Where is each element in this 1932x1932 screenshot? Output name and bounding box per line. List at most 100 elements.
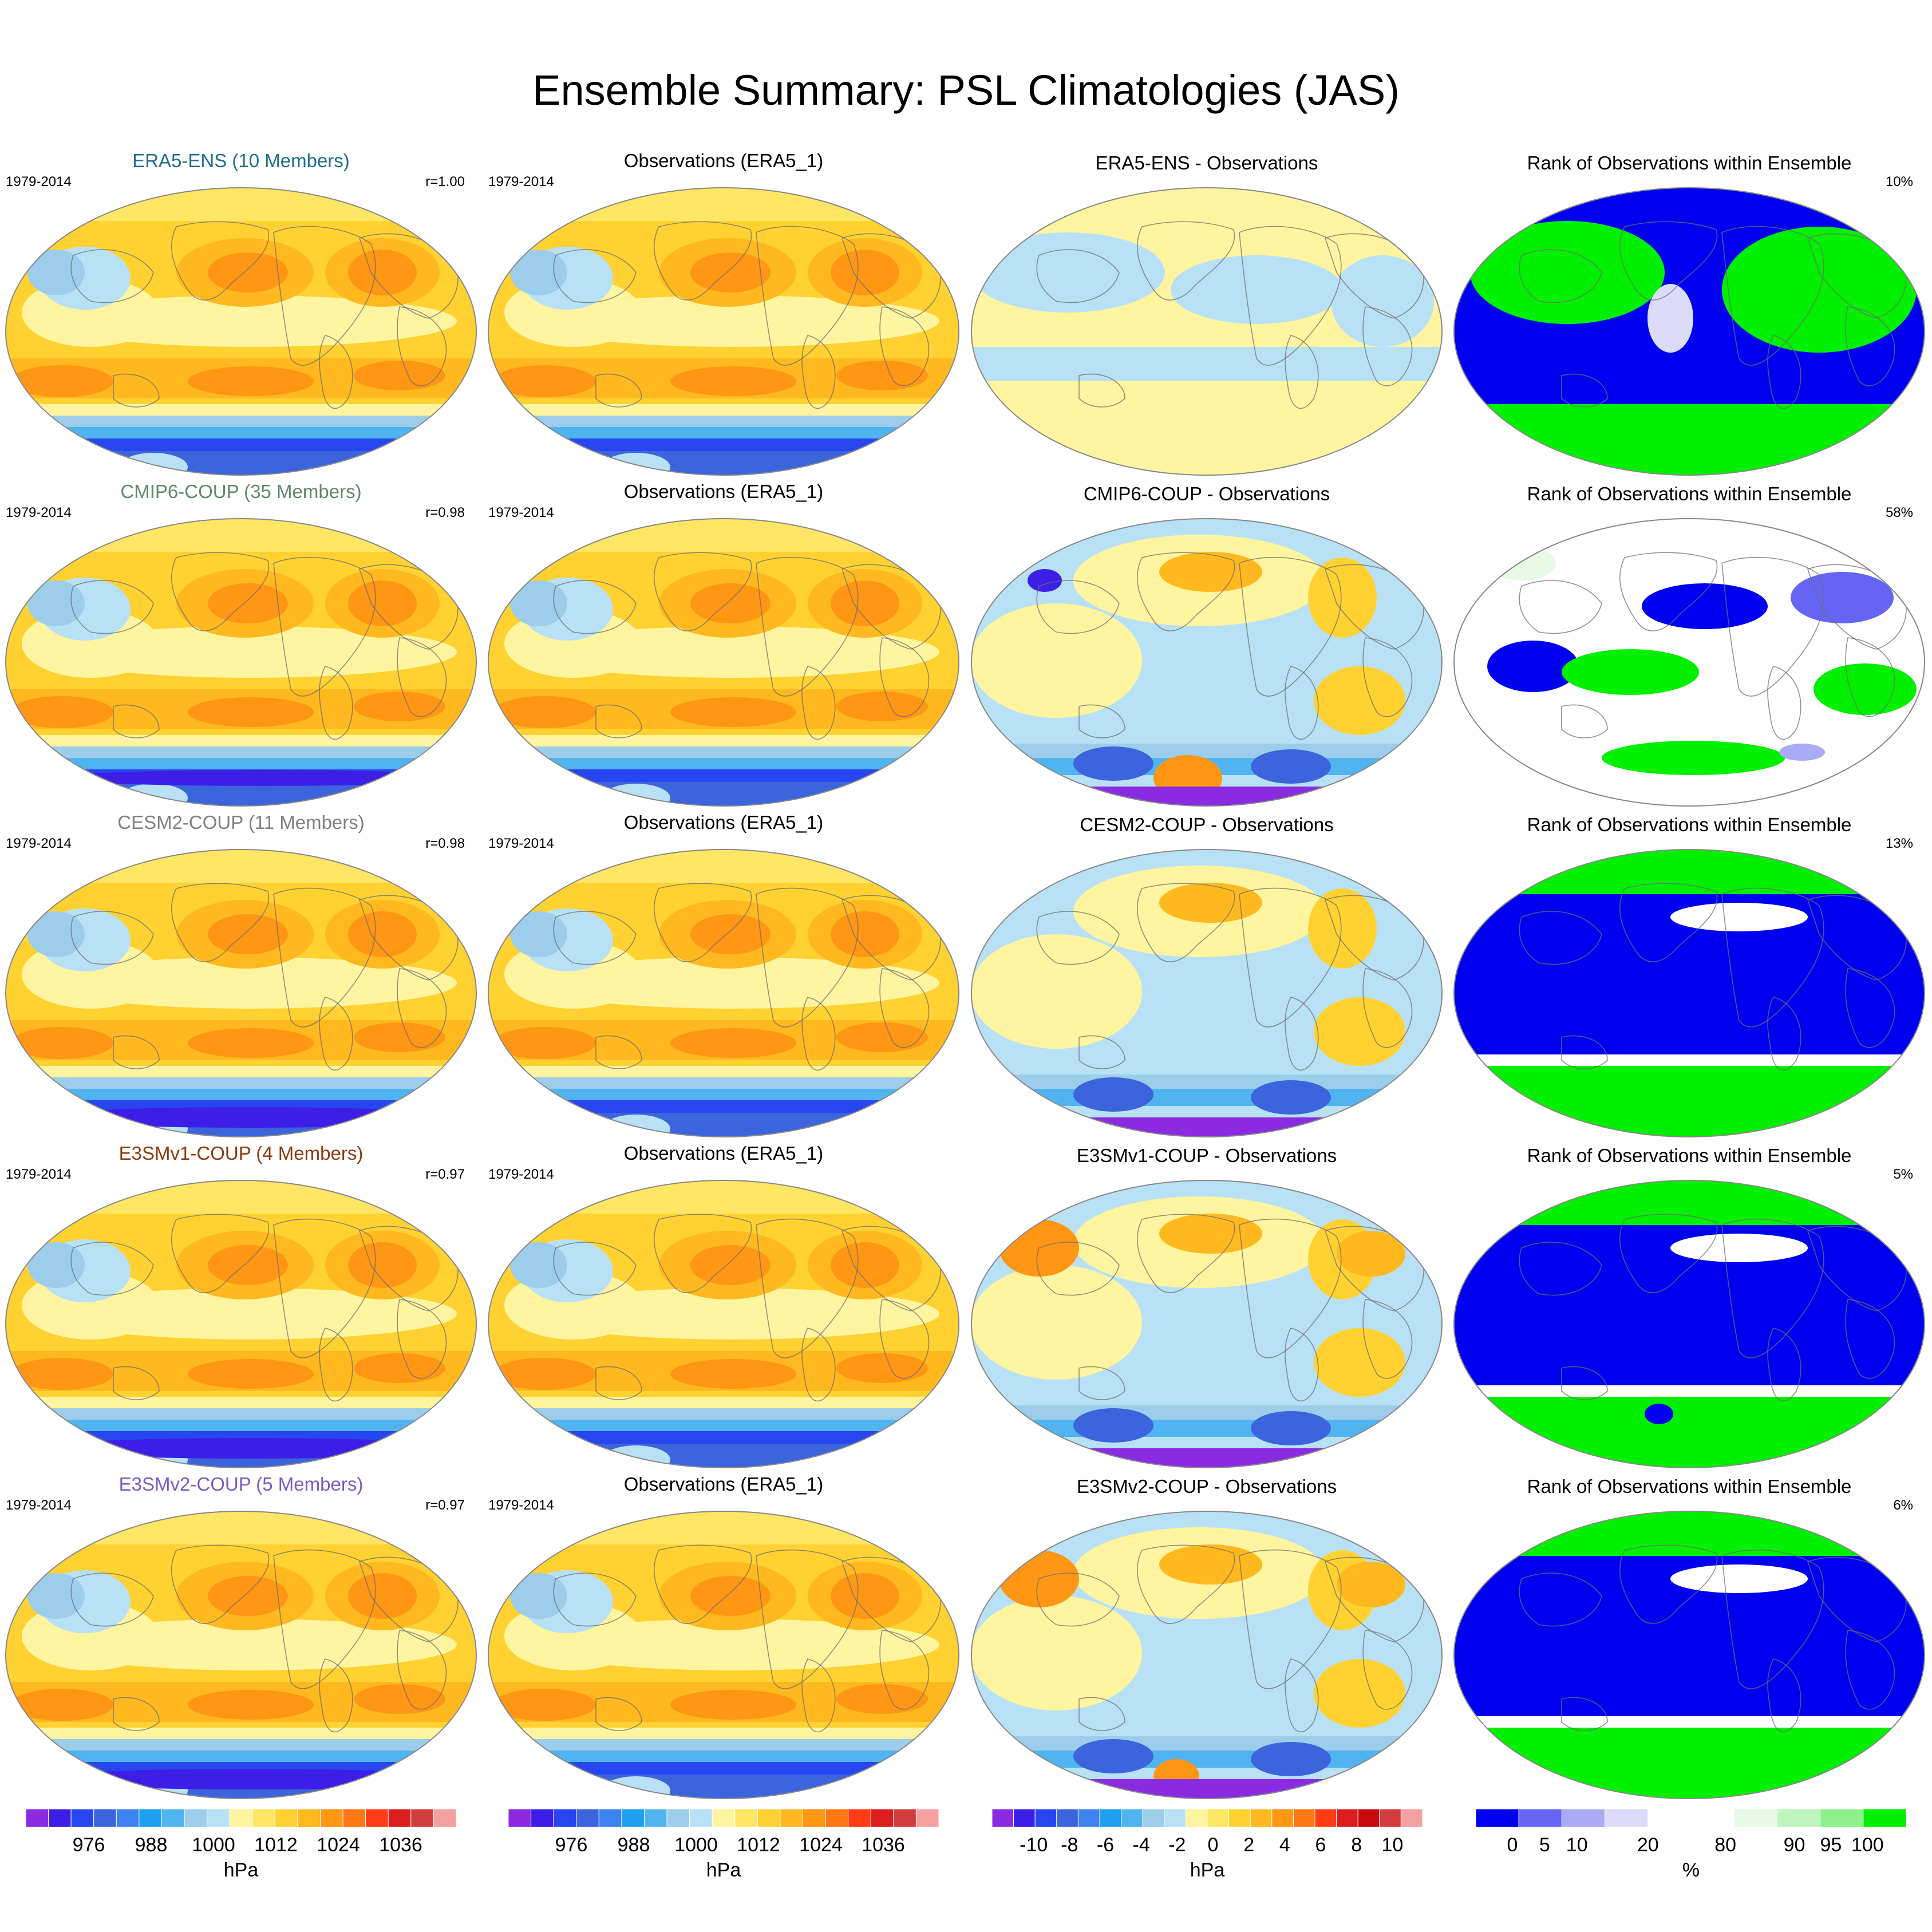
period-label: 1979-2014 <box>6 1498 72 1513</box>
rank-high-2 <box>1814 663 1917 715</box>
coastline-0 <box>171 552 270 631</box>
colorbar-swatch <box>643 1809 667 1828</box>
map-field <box>971 1511 1442 1799</box>
rank-percent: 5% <box>1893 1167 1913 1182</box>
field-so-3 <box>6 438 476 451</box>
colorbar-tick-label: 1012 <box>737 1834 780 1856</box>
coastline-6 <box>1561 1366 1608 1400</box>
field-natl-high-core <box>831 911 899 957</box>
coastline-2 <box>319 1327 353 1402</box>
colorbar-tick-label: 8 <box>1351 1834 1362 1856</box>
period-label: 1979-2014 <box>6 836 72 851</box>
coastline-6 <box>1078 1366 1125 1400</box>
field-indian-high <box>493 1689 596 1721</box>
field-indian-high <box>10 365 113 397</box>
colorbar-tick-label: 4 <box>1279 1834 1290 1856</box>
map-outline <box>1453 518 1925 807</box>
diff-so-1 <box>971 1736 1442 1751</box>
colorbar-unit: hPa <box>706 1859 741 1881</box>
colorbar-swatch <box>825 1809 849 1828</box>
coastline-6 <box>595 1697 642 1731</box>
colorbar-tick-label: 988 <box>618 1834 650 1856</box>
field-indian-high <box>10 1027 113 1059</box>
field-so-1 <box>488 1408 959 1420</box>
colorbar-swatch <box>1164 1809 1186 1828</box>
coastline-4 <box>397 637 447 717</box>
coastline-1 <box>1239 556 1342 697</box>
coastline-2 <box>1285 1658 1319 1733</box>
map-field <box>488 1511 959 1799</box>
field-spac-high <box>670 1690 796 1720</box>
field-arctic <box>6 519 476 552</box>
field-asia-low-core <box>27 911 85 957</box>
diff-eur-pos <box>1337 1562 1405 1607</box>
diff-neg-asia <box>971 232 1165 313</box>
field-eq-trough <box>45 957 457 1009</box>
coastline-1 <box>756 887 859 1028</box>
coastline-1 <box>1239 226 1342 366</box>
map-field <box>6 519 476 806</box>
field-satl-high <box>836 1022 928 1052</box>
map-field <box>488 188 959 475</box>
field-arctic <box>6 1511 476 1544</box>
field-so-2 <box>6 427 476 438</box>
coastline-4 <box>397 968 447 1048</box>
coastline-1 <box>273 887 376 1028</box>
coastline-3 <box>841 1556 941 1642</box>
field-npac-high-core <box>208 1245 288 1285</box>
map-field <box>1454 519 1925 806</box>
rank-mid <box>1647 284 1693 353</box>
colorbar-swatch <box>297 1809 321 1828</box>
colorbar-swatch <box>893 1809 916 1828</box>
field-natl-high-core <box>831 1573 899 1619</box>
colorbar-swatch <box>229 1809 253 1828</box>
colorbar-swatch <box>689 1809 713 1828</box>
diff-satl-pos <box>1314 997 1405 1066</box>
field-asia-low-core <box>27 1573 85 1619</box>
coastline-5 <box>1036 580 1120 634</box>
coastline-2 <box>319 1658 353 1733</box>
diff-so-2 <box>971 1751 1442 1768</box>
coastline-1 <box>273 1549 376 1689</box>
map-diff <box>971 1180 1443 1468</box>
field-so-3 <box>488 1431 959 1444</box>
rank-high-so <box>1454 404 1925 475</box>
map-panel-rank: Rank of Observations within Ensemble 6% <box>1448 1473 1930 1804</box>
coastline-0 <box>171 1214 270 1293</box>
model-title: ERA5-ENS (10 Members) <box>132 150 350 171</box>
coastline-5 <box>553 580 637 634</box>
colorbar-swatch <box>320 1809 343 1828</box>
coastline-6 <box>1078 1035 1125 1069</box>
field-so-2 <box>6 1089 476 1100</box>
correlation-label: r=0.97 <box>425 1498 465 1513</box>
field-npac-high-core <box>690 252 771 293</box>
coastline-0 <box>1137 1214 1235 1293</box>
colorbar-tick-label: 80 <box>1714 1834 1736 1856</box>
map-outline <box>971 1511 1443 1799</box>
map-rank <box>1453 1511 1925 1799</box>
colorbar-tick-label: 0 <box>1208 1834 1219 1856</box>
coastline-1 <box>1239 1218 1342 1358</box>
coastline-1 <box>1721 1549 1824 1689</box>
colorbar-swatch <box>1561 1809 1606 1828</box>
coastline-5 <box>70 1242 154 1296</box>
map-field <box>971 850 1442 1137</box>
map-diff <box>971 849 1443 1137</box>
colorbar-swatch <box>1013 1809 1036 1828</box>
coastline-0 <box>654 552 752 631</box>
map-field <box>488 519 959 806</box>
rank-low-atl <box>1791 572 1894 623</box>
coastline-6 <box>113 1366 160 1400</box>
field-spac-high <box>188 366 314 396</box>
colorbar-swatches: -10 -8 -6 -4 -2 0 2 4 6 8 10 <box>992 1809 1423 1856</box>
field-arctic <box>488 188 959 221</box>
field-indian-high <box>10 1358 113 1390</box>
rank-mid-npac <box>1670 1564 1808 1593</box>
field-spac-high <box>670 1028 796 1058</box>
coastline-2 <box>319 335 353 409</box>
field-so-3 <box>488 1762 959 1775</box>
field-natl-high-core <box>348 1573 417 1619</box>
field-antarctic <box>6 451 476 475</box>
coastline-5 <box>1036 911 1120 965</box>
diff-title: CMIP6-COUP - Observations <box>1083 483 1330 504</box>
